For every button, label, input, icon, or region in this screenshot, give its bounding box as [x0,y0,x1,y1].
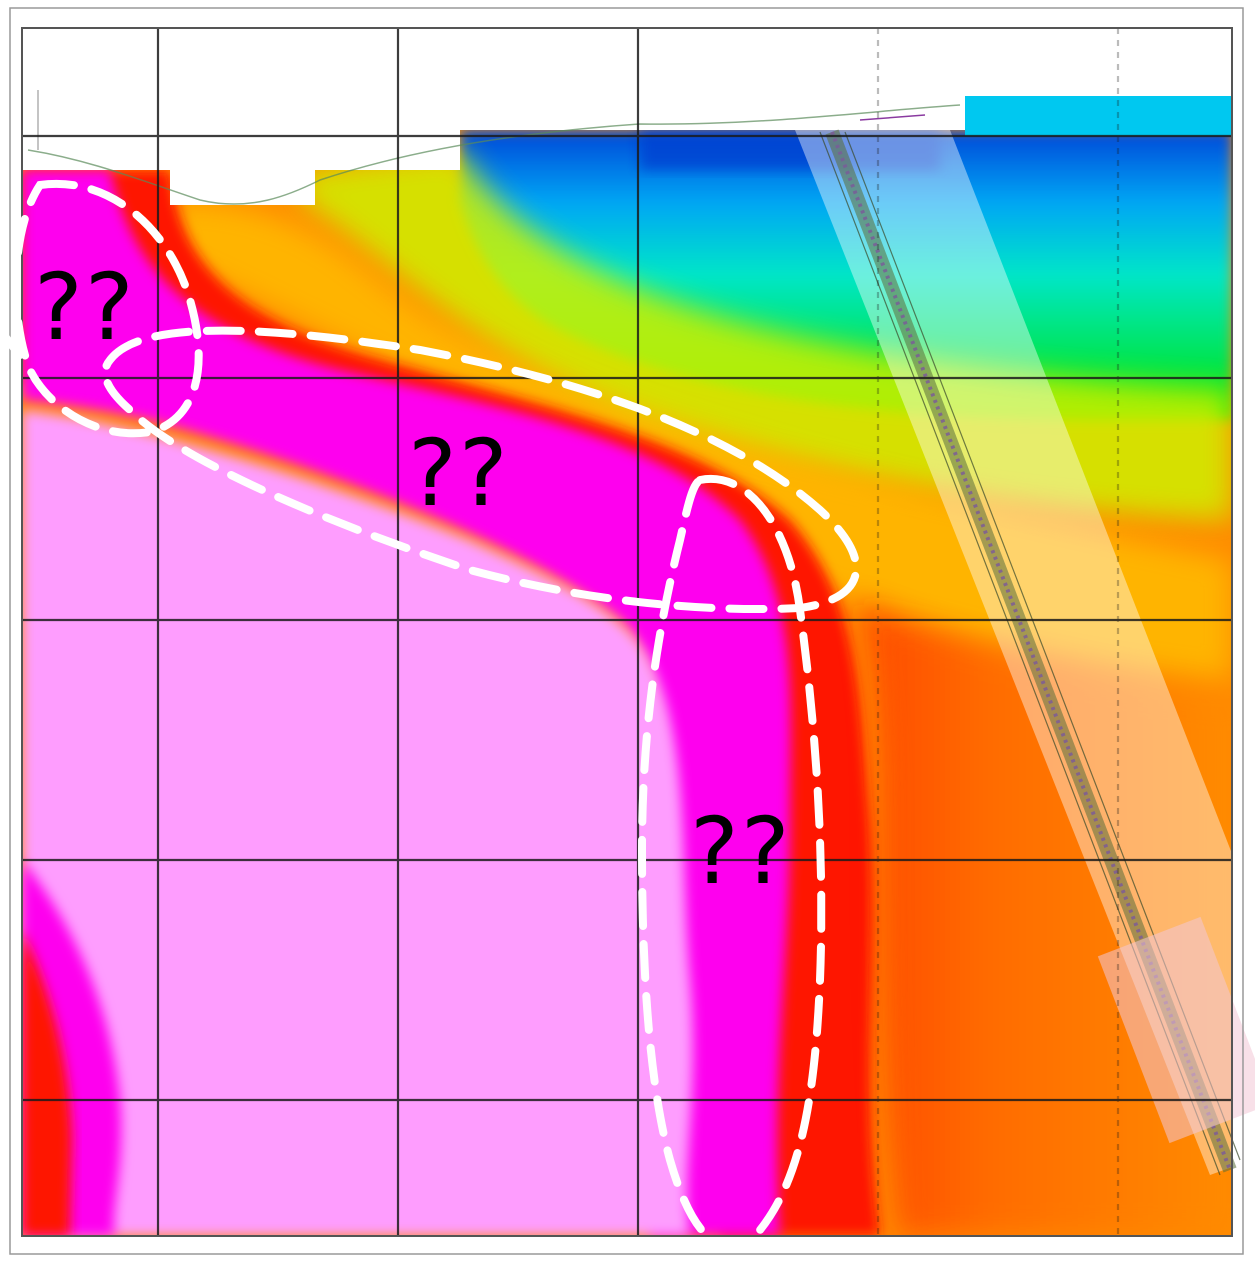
outline-middle [101,326,861,614]
annotation-zone-lower-right: ?? [690,798,792,905]
outline-lower-right [637,474,826,1250]
plot-frame [21,27,1233,1237]
annotation-zone-upper-left: ?? [34,254,136,361]
annotation-zone-middle: ?? [408,420,510,527]
outer-frame [9,7,1244,1255]
resistivity-color-field [22,28,1232,1236]
interpretation-outlines [0,179,861,1250]
coordinate-grid [22,28,1232,1236]
borehole-band [795,114,1255,1176]
